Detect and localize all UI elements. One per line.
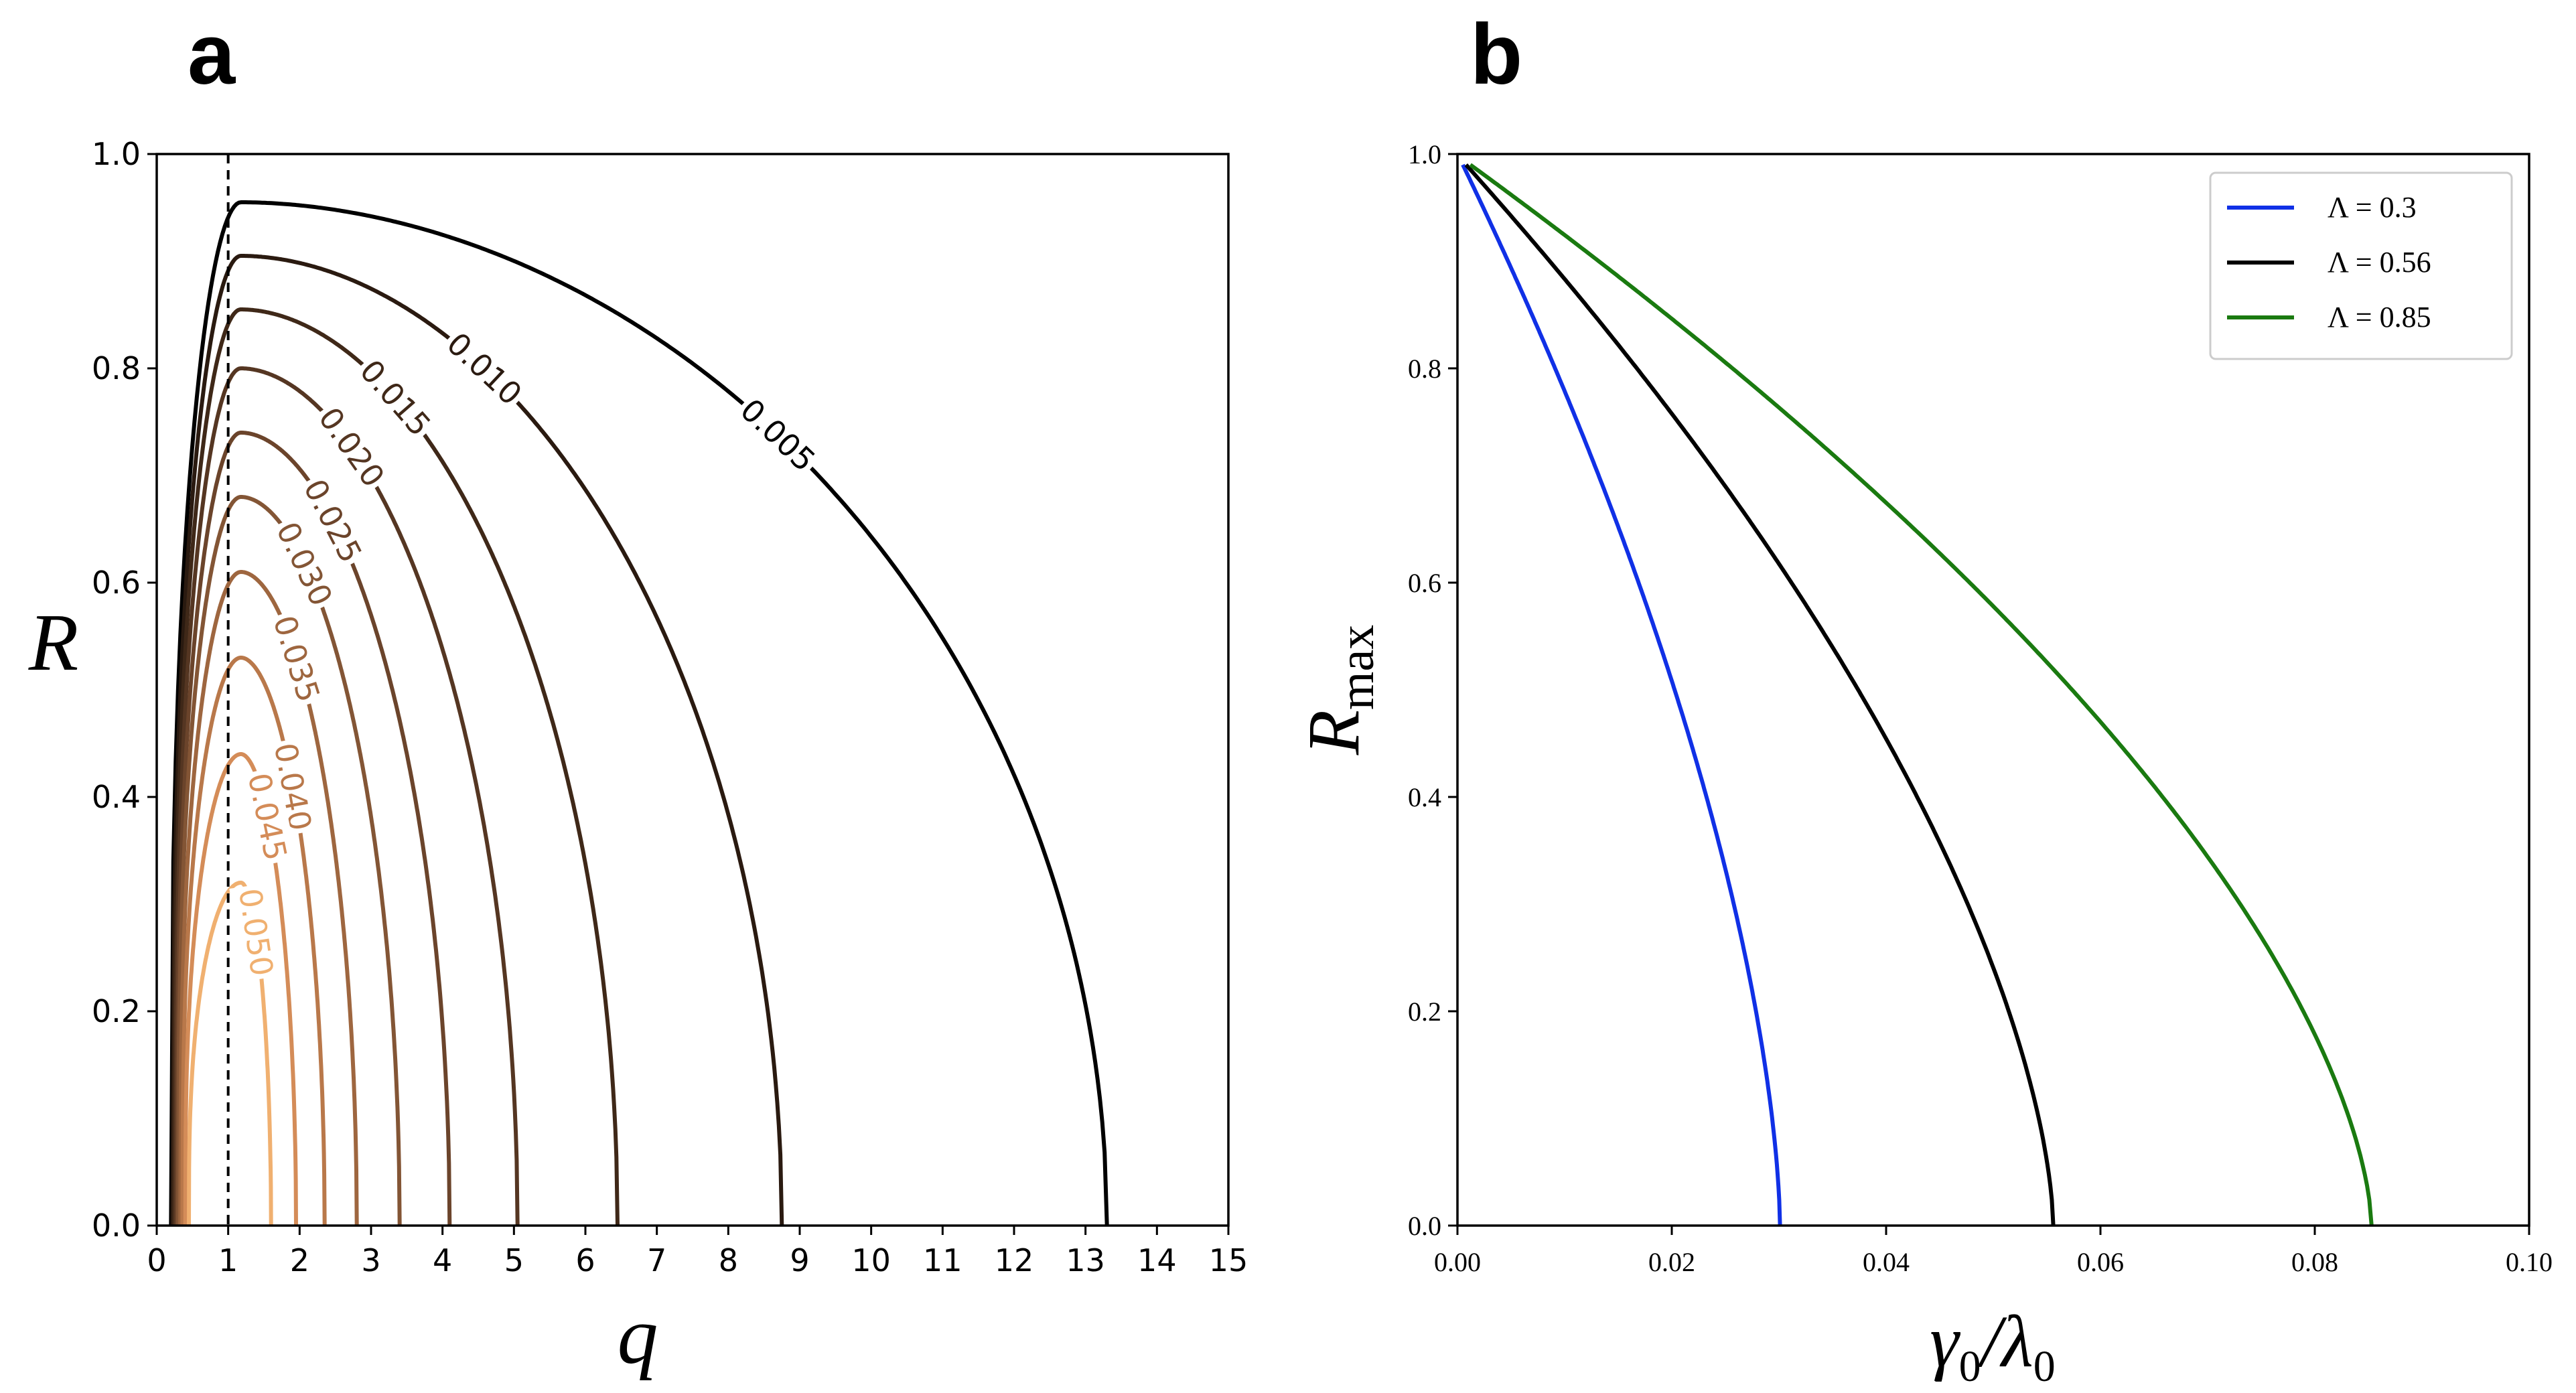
contour-label: 0.035 [266, 611, 327, 707]
x-tick-label: 10 [851, 1242, 891, 1278]
legend-entry: Λ = 0.3 [2328, 191, 2417, 224]
contour-label-gap [263, 607, 330, 710]
x-tick-label: 12 [995, 1242, 1034, 1278]
x-tick-label: 7 [647, 1242, 666, 1278]
contour-label: 0.050 [232, 886, 281, 978]
contour-label-gap [349, 349, 441, 447]
y-tick-label: 1.0 [92, 136, 141, 172]
legend: Λ = 0.3 Λ = 0.56 Λ = 0.85 [2209, 171, 2513, 360]
contour-line [173, 366, 520, 1226]
contour-label-gap [266, 512, 343, 615]
x-tick-label: 6 [575, 1242, 595, 1278]
contour-line [183, 752, 298, 1226]
x-axis-label-a: q [618, 1291, 658, 1381]
y-tick-label: 0.8 [1408, 354, 1441, 384]
legend-entry: Λ = 0.85 [2328, 301, 2431, 334]
contour-line [180, 656, 327, 1226]
series-lines [1461, 163, 2374, 1226]
x-tick-label: 14 [1137, 1242, 1177, 1278]
x-tick-label: 15 [1209, 1242, 1248, 1278]
x-tick-label: 0.06 [2077, 1247, 2124, 1277]
x-label-sub: 0 [1959, 1342, 1981, 1391]
y-tick-label: 0.8 [92, 350, 141, 386]
legend-box [2209, 171, 2513, 360]
series-line [1464, 163, 2056, 1226]
x-ticks-a: 0 1 2 3 4 5 6 7 8 9 10 11 12 13 14 15 [147, 1226, 1248, 1278]
panel-b-letter: b [1470, 7, 1522, 102]
y-tick-label: 0.6 [1408, 568, 1441, 598]
y-tick-label: 1.0 [1408, 139, 1441, 169]
contour-label-gap [308, 397, 395, 498]
x-tick-label: 4 [433, 1242, 452, 1278]
contour-label-gap [229, 883, 283, 982]
contour-labels: 0.0050.0100.0150.0200.0250.0300.0350.040… [229, 321, 826, 982]
series-line [1469, 163, 2374, 1226]
contour-label: 0.015 [353, 353, 438, 443]
x-tick-label: 5 [504, 1242, 524, 1278]
contour-label: 0.005 [733, 392, 822, 479]
y-tick-label: 0.2 [1408, 997, 1441, 1027]
x-tick-label: 3 [361, 1242, 380, 1278]
x-ticks-b: 0.00 0.02 0.04 0.06 0.08 0.10 [1434, 1226, 2553, 1277]
panel-a: a 0.0050.0100.0150.0200.0250.0300.0350.0… [28, 7, 1248, 1381]
y-tick-label: 0.4 [1408, 782, 1441, 812]
contour-label-gap [436, 321, 532, 416]
y-axis-label-b: Rmax [1293, 625, 1384, 756]
y-tick-label: 0.0 [92, 1207, 141, 1244]
x-tick-label: 0.08 [2291, 1247, 2338, 1277]
x-tick-label: 8 [719, 1242, 738, 1278]
y-ticks-b: 0.0 0.2 0.4 0.6 0.8 1.0 [1408, 139, 1457, 1241]
y-tick-label: 0.2 [92, 993, 141, 1029]
panel-b: b 0.00 0.02 0.04 0.06 0.08 0.10 0.00.20.40.60… [1293, 7, 2553, 1391]
y-axis-label-a: R [28, 597, 79, 688]
contour-label: 0.010 [440, 325, 529, 413]
y-tick-label: 0.0 [1408, 1211, 1441, 1241]
y-tick-label: 0.6 [92, 565, 141, 601]
contour-line [178, 570, 359, 1226]
contour-label-gap [238, 766, 297, 867]
contour-lines [169, 200, 1109, 1226]
x-label-gamma: γ [1930, 1301, 1960, 1382]
panel-a-letter: a [188, 7, 236, 102]
y-label-r: R [1293, 710, 1374, 755]
x-tick-label: 0 [147, 1242, 166, 1278]
y-label-sub: max [1330, 625, 1384, 710]
contour-label-gap [293, 469, 372, 572]
series-line [1461, 163, 1782, 1226]
x-label-slash: /λ [1977, 1301, 2033, 1382]
x-tick-label: 0.10 [2506, 1247, 2553, 1277]
x-tick-label: 11 [923, 1242, 962, 1278]
plot-frame-b [1456, 153, 2530, 1227]
x-tick-label: 0.02 [1648, 1247, 1695, 1277]
x-tick-label: 13 [1066, 1242, 1105, 1278]
x-tick-label: 0.04 [1863, 1247, 1910, 1277]
x-axis-label-b: γ0/λ0 [1930, 1301, 2056, 1391]
y-ticks-a: 0.0 0.2 0.4 0.6 0.8 1.0 [92, 136, 157, 1244]
legend-entry: Λ = 0.56 [2328, 246, 2431, 279]
contour-label-gap [729, 388, 826, 482]
contour-line [169, 200, 1109, 1226]
x-tick-label: 0.00 [1434, 1247, 1481, 1277]
plot-frame-a [155, 153, 1230, 1227]
x-label-sub2: 0 [2033, 1342, 2056, 1391]
x-tick-label: 9 [790, 1242, 809, 1278]
x-tick-label: 2 [290, 1242, 309, 1278]
contour-line [170, 254, 784, 1226]
x-tick-label: 1 [218, 1242, 238, 1278]
y-tick-label: 0.4 [92, 779, 141, 815]
